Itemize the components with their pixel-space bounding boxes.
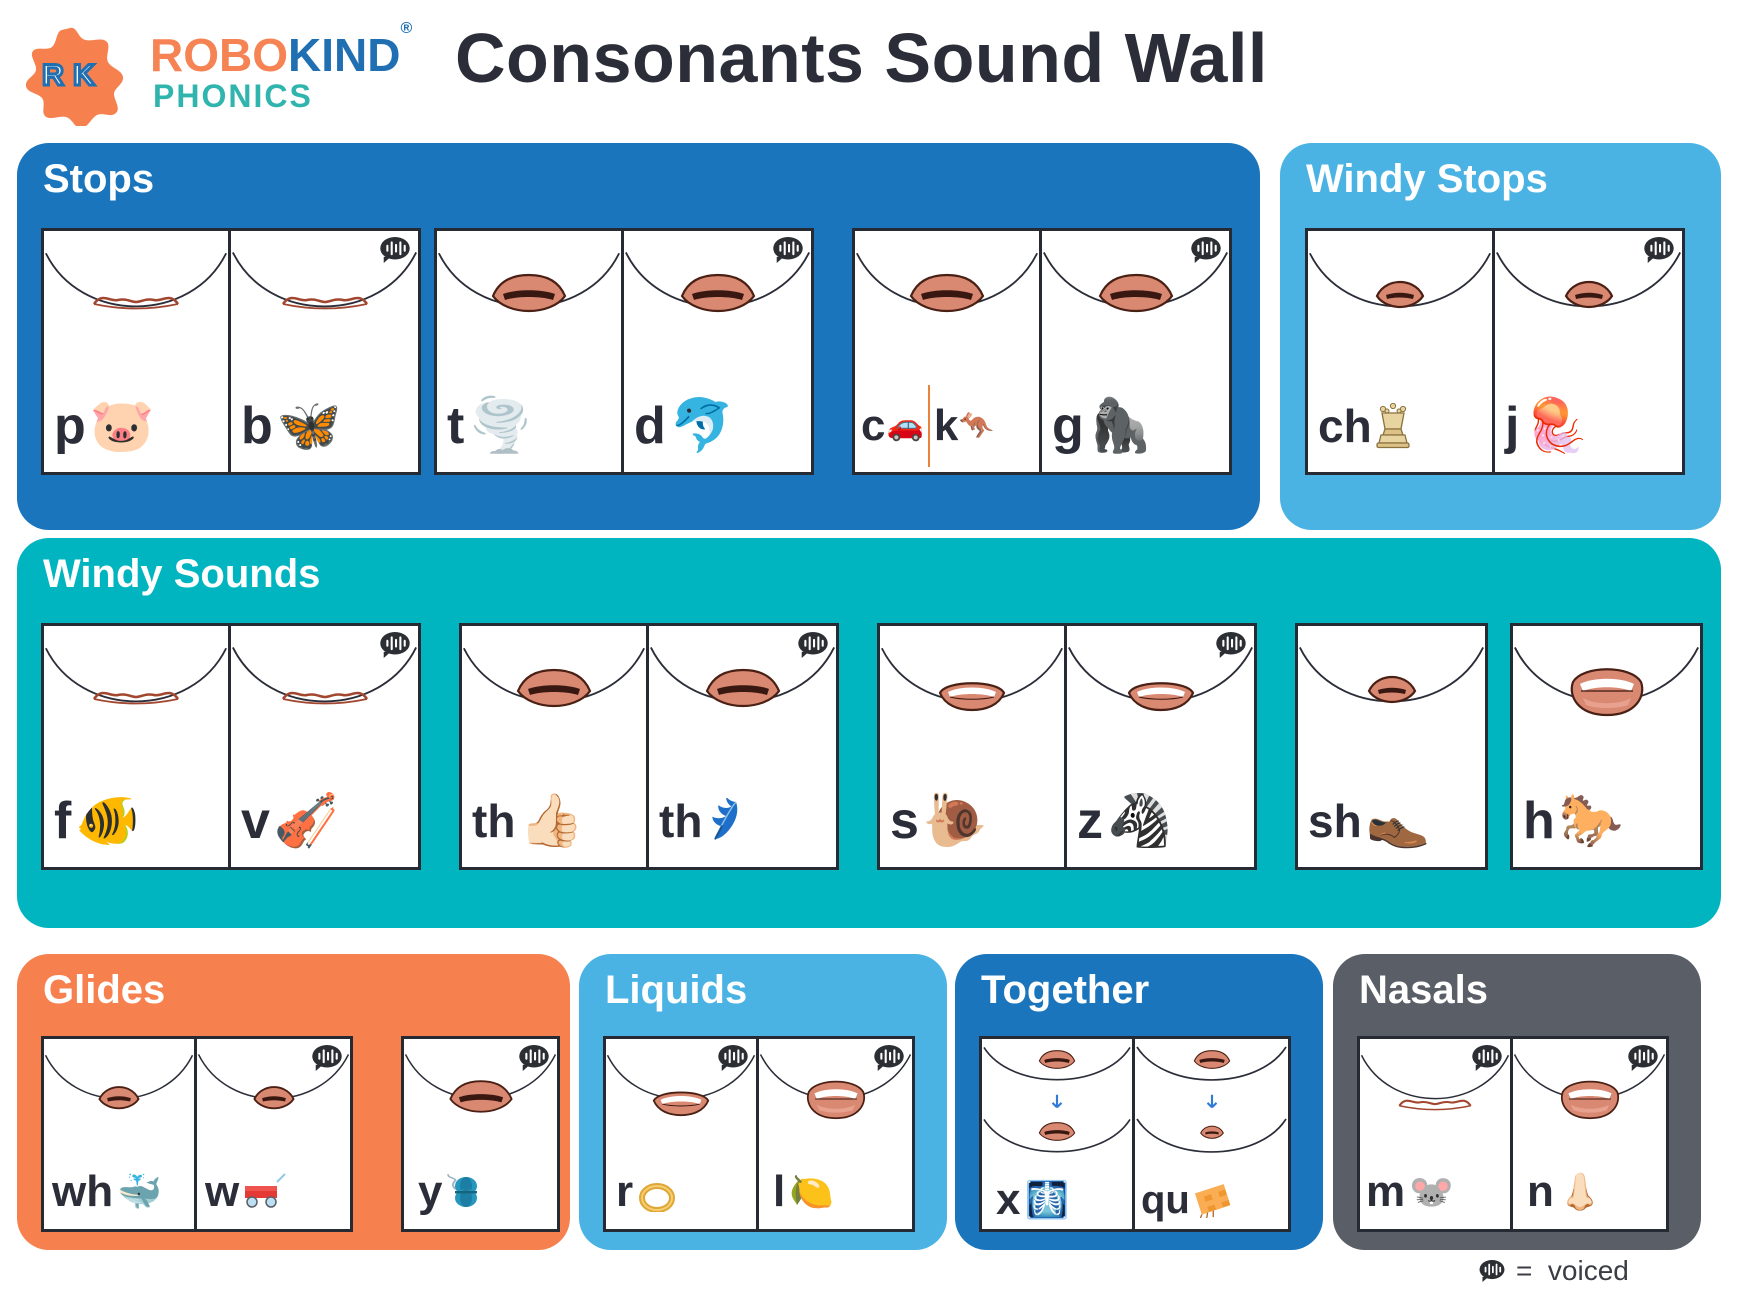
svg-text:R: R xyxy=(42,59,64,92)
svg-text:K: K xyxy=(73,59,95,92)
